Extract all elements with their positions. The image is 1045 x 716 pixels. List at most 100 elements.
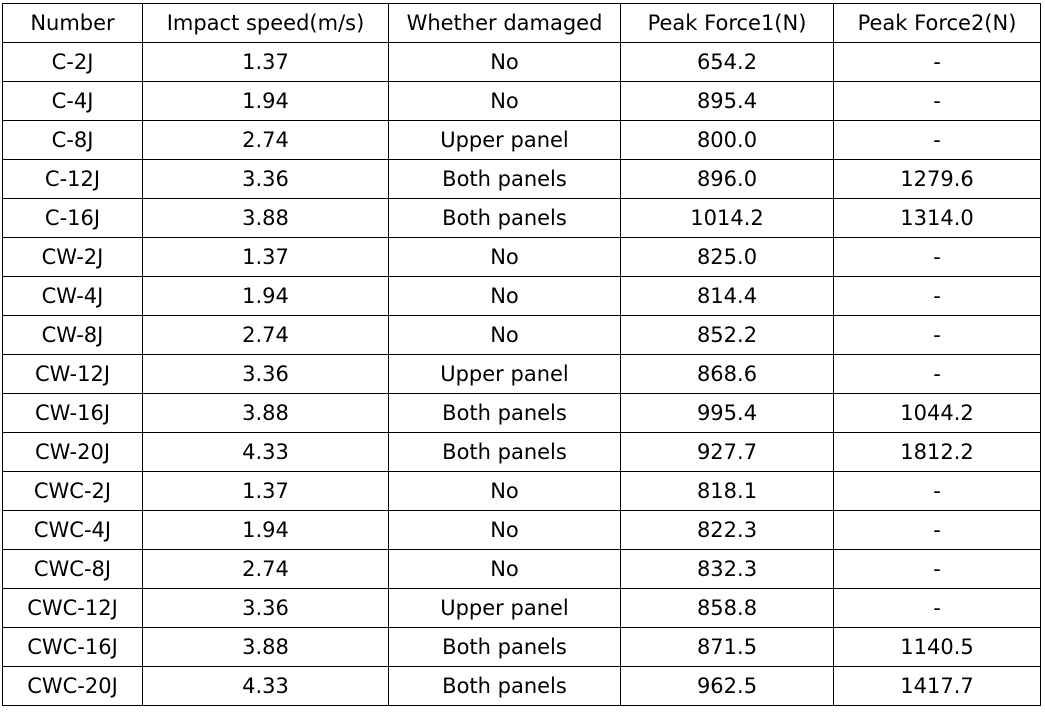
table-cell: - [833, 588, 1041, 628]
table-row: CW-20J 4.33 Both panels 927.7 1812.2 [2, 432, 1041, 472]
table-cell: 1279.6 [833, 159, 1041, 199]
table-row: CW-16J 3.88 Both panels 995.4 1044.2 [2, 393, 1041, 433]
table-cell: 2.74 [142, 120, 389, 160]
table-body: C-2J 1.37 No 654.2- C-4J 1.94 No 895.4- C-8J 2.74… [2, 42, 1041, 706]
table-cell: Upper panel [388, 120, 621, 160]
table-cell: 4.33 [142, 666, 389, 706]
table-cell: CWC-16J [2, 627, 143, 667]
table-cell: 1014.2 [620, 198, 834, 238]
table-cell: 825.0 [620, 237, 834, 277]
table-cell: 927.7 [620, 432, 834, 472]
table-cell: CWC-2J [2, 471, 143, 511]
table-cell: - [833, 81, 1041, 121]
table-cell: CW-2J [2, 237, 143, 277]
table-cell: C-4J [2, 81, 143, 121]
table-cell: 896.0 [620, 159, 834, 199]
data-table: Number Impact speed(m/s) Whether damaged Pe… [2, 3, 1041, 706]
table-cell: CW-20J [2, 432, 143, 472]
table-cell: 995.4 [620, 393, 834, 433]
table-cell: CWC-8J [2, 549, 143, 589]
table-head: Number Impact speed(m/s) Whether damaged Pe… [2, 3, 1041, 43]
table-cell: CWC-4J [2, 510, 143, 550]
table-cell: 2.74 [142, 315, 389, 355]
table-cell: 800.0 [620, 120, 834, 160]
table-cell: - [833, 471, 1041, 511]
table-cell: Both panels [388, 432, 621, 472]
table-cell: C-16J [2, 198, 143, 238]
table-cell: CW-8J [2, 315, 143, 355]
table-cell: Both panels [388, 627, 621, 667]
table-cell: 1.94 [142, 510, 389, 550]
table-cell: 2.74 [142, 549, 389, 589]
table-cell: 1.94 [142, 276, 389, 316]
table-cell: 1140.5 [833, 627, 1041, 667]
table-cell: Upper panel [388, 588, 621, 628]
table-row: C-12J 3.36 Both panels 896.0 1279.6 [2, 159, 1041, 199]
table-cell: 3.36 [142, 588, 389, 628]
table-cell: 1044.2 [833, 393, 1041, 433]
table-cell: CWC-12J [2, 588, 143, 628]
table-cell: 832.3 [620, 549, 834, 589]
table-cell: No [388, 549, 621, 589]
table-cell: 3.36 [142, 354, 389, 394]
table-row: CWC-12J 3.36 Upper panel 858.8- [2, 588, 1041, 628]
table-row: C-4J 1.94 No 895.4- [2, 81, 1041, 121]
table-cell: - [833, 120, 1041, 160]
table-row: CW-8J 2.74 No 852.2- [2, 315, 1041, 355]
header-cell: Peak Force1(N) [620, 3, 834, 43]
table-cell: CW-4J [2, 276, 143, 316]
table-cell: CW-16J [2, 393, 143, 433]
table-row: CWC-4J 1.94 No 822.3- [2, 510, 1041, 550]
table-cell: No [388, 81, 621, 121]
table-cell: 1.37 [142, 471, 389, 511]
table-cell: No [388, 315, 621, 355]
table-cell: 3.88 [142, 198, 389, 238]
table-cell: 895.4 [620, 81, 834, 121]
header-cell: Impact speed(m/s) [142, 3, 389, 43]
table-cell: - [833, 549, 1041, 589]
table-cell: No [388, 471, 621, 511]
table-cell: Upper panel [388, 354, 621, 394]
header-cell: Number [2, 3, 143, 43]
table-cell: 3.88 [142, 393, 389, 433]
table-row: CW-2J 1.37 No 825.0- [2, 237, 1041, 277]
table-row: CWC-2J 1.37 No 818.1- [2, 471, 1041, 511]
table-cell: C-12J [2, 159, 143, 199]
header-cell: Peak Force2(N) [833, 3, 1041, 43]
table-row: CW-12J 3.36 Upper panel 868.6- [2, 354, 1041, 394]
table-cell: - [833, 237, 1041, 277]
header-row: Number Impact speed(m/s) Whether damaged Pe… [2, 3, 1041, 43]
table-cell: - [833, 510, 1041, 550]
table-cell: No [388, 42, 621, 82]
table-cell: - [833, 42, 1041, 82]
table-row: C-16J 3.88 Both panels 1014.2 1314.0 [2, 198, 1041, 238]
table-cell: CW-12J [2, 354, 143, 394]
table-cell: Both panels [388, 159, 621, 199]
table-cell: - [833, 315, 1041, 355]
table-cell: - [833, 354, 1041, 394]
table-cell: Both panels [388, 393, 621, 433]
table-cell: No [388, 237, 621, 277]
table-cell: 1.94 [142, 81, 389, 121]
table-cell: 654.2 [620, 42, 834, 82]
table-cell: 868.6 [620, 354, 834, 394]
table-cell: 1812.2 [833, 432, 1041, 472]
table-cell: No [388, 276, 621, 316]
table-cell: 962.5 [620, 666, 834, 706]
table-cell: Both panels [388, 666, 621, 706]
header-cell: Whether damaged [388, 3, 621, 43]
table-cell: 4.33 [142, 432, 389, 472]
table-cell: 3.88 [142, 627, 389, 667]
table-cell: 822.3 [620, 510, 834, 550]
table-row: C-2J 1.37 No 654.2- [2, 42, 1041, 82]
table-cell: Both panels [388, 198, 621, 238]
table-cell: CWC-20J [2, 666, 143, 706]
table-cell: C-8J [2, 120, 143, 160]
table-row: CWC-20J 4.33 Both panels 962.5 1417.7 [2, 666, 1041, 706]
table-cell: 852.2 [620, 315, 834, 355]
table-cell: C-2J [2, 42, 143, 82]
table-cell: 818.1 [620, 471, 834, 511]
table-cell: 1417.7 [833, 666, 1041, 706]
table-cell: 858.8 [620, 588, 834, 628]
